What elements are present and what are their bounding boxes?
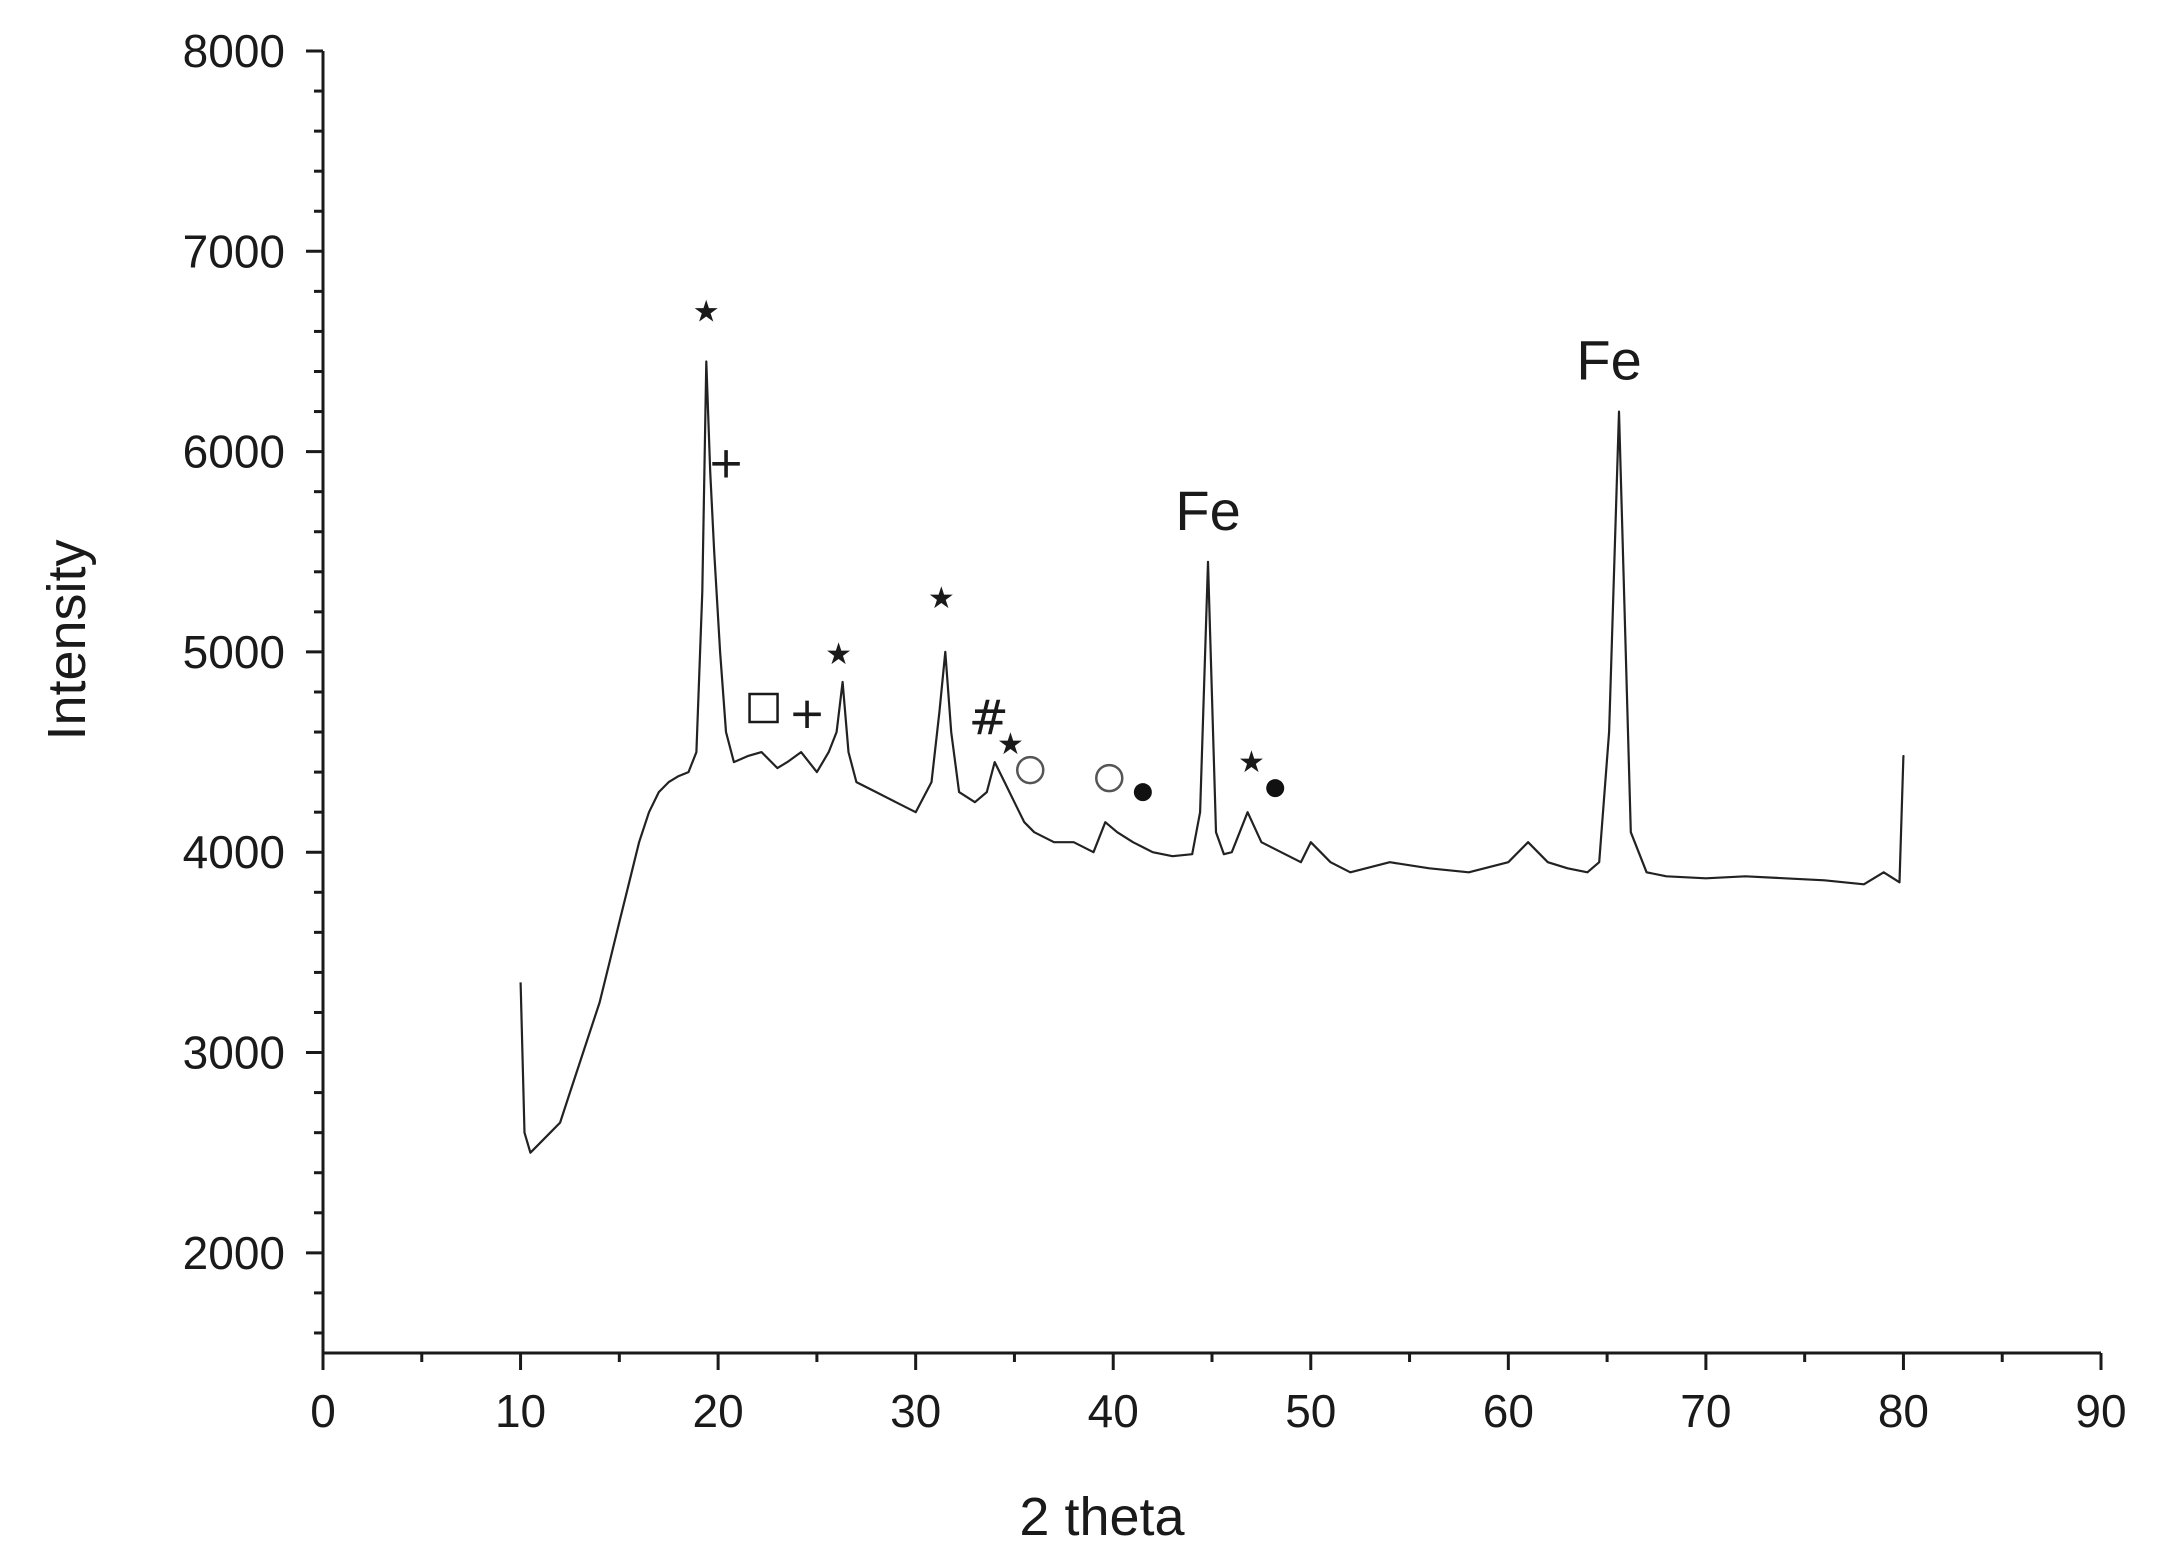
diffraction-pattern-line xyxy=(519,360,1905,1154)
x-tick-label: 60 xyxy=(1483,1385,1534,1437)
x-tick-label: 0 xyxy=(310,1385,336,1437)
x-tick-label: 40 xyxy=(1088,1385,1139,1437)
star-marker: ★ xyxy=(928,581,955,616)
y-tick-label: 6000 xyxy=(183,426,285,478)
x-tick-label: 80 xyxy=(1878,1385,1929,1437)
peak-annotations: Fe Fe xyxy=(1175,329,1641,542)
star-marker: ★ xyxy=(693,294,720,329)
plus-marker: + xyxy=(708,438,745,489)
open-circle-marker xyxy=(1095,763,1124,793)
filled-dot-marker xyxy=(1266,779,1285,798)
x-tick-label: 20 xyxy=(693,1385,744,1437)
plus-marker: + xyxy=(789,688,826,739)
x-axis-title: 2 theta xyxy=(1019,1487,1185,1547)
peak-label: Fe xyxy=(1175,479,1240,542)
star-marker: ★ xyxy=(825,637,852,672)
y-axis-title: Intensity xyxy=(37,539,97,740)
x-tick-labels: 0 10 20 30 40 50 60 70 80 90 xyxy=(310,1385,2126,1437)
square-marker xyxy=(748,692,779,724)
star-marker: ★ xyxy=(1238,745,1265,780)
y-tick-label: 4000 xyxy=(183,826,285,878)
hash-marker: # xyxy=(969,690,1009,746)
open-circle-marker xyxy=(1015,755,1045,785)
x-tick-label: 70 xyxy=(1680,1385,1731,1437)
x-tick-label: 50 xyxy=(1285,1385,1336,1437)
x-tick-label: 10 xyxy=(495,1385,546,1437)
y-tick-label: 2000 xyxy=(183,1227,285,1279)
phase-markers: ★++★★#★★ xyxy=(693,294,1285,802)
y-tick-label: 3000 xyxy=(183,1027,285,1079)
y-tick-labels: 2000 3000 4000 5000 6000 7000 8000 xyxy=(183,25,285,1279)
star-marker: ★ xyxy=(997,727,1024,762)
y-tick-label: 7000 xyxy=(183,225,285,277)
x-tick-label: 90 xyxy=(2075,1385,2126,1437)
y-tick-label: 5000 xyxy=(183,626,285,678)
filled-dot-marker xyxy=(1133,783,1152,802)
x-tick-label: 30 xyxy=(890,1385,941,1437)
y-tick-label: 8000 xyxy=(183,25,285,77)
peak-label: Fe xyxy=(1576,329,1641,392)
